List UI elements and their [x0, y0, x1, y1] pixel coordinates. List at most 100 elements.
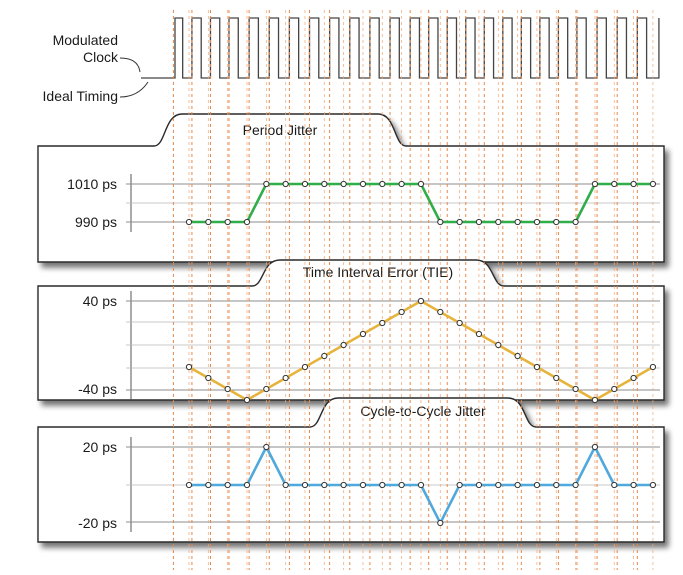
data-point — [591, 180, 599, 188]
data-point — [456, 319, 463, 327]
y-tick-label: -40 ps — [78, 381, 117, 397]
ideal-timing-label: Ideal Timing — [43, 88, 118, 104]
data-point — [456, 481, 463, 489]
y-tick-label: 990 ps — [75, 214, 117, 230]
data-point — [572, 385, 579, 393]
data-point — [553, 481, 560, 489]
data-point — [379, 319, 386, 327]
y-tick-label: -20 ps — [78, 515, 117, 531]
data-point — [340, 341, 347, 349]
data-point — [321, 352, 328, 360]
data-point — [379, 180, 386, 188]
data-point — [611, 180, 618, 188]
data-point — [514, 352, 521, 360]
data-point — [437, 308, 444, 316]
data-point — [243, 481, 251, 489]
data-point — [417, 481, 425, 489]
data-point — [572, 218, 579, 226]
data-point — [630, 374, 637, 382]
data-point — [340, 481, 347, 489]
data-point — [224, 385, 231, 393]
panel-frame — [37, 259, 665, 401]
data-point — [359, 330, 367, 338]
data-point — [553, 218, 560, 226]
data-point — [417, 180, 425, 188]
data-point — [379, 481, 386, 489]
data-point — [282, 374, 289, 382]
data-point — [495, 341, 502, 349]
data-point — [263, 443, 270, 451]
data-point — [533, 363, 541, 371]
clock-signal — [141, 17, 660, 79]
data-point — [417, 297, 425, 305]
panel-3: Cycle-to-Cycle Jitter 20 ps -20 ps — [37, 397, 665, 543]
panel-title: Period Jitter — [243, 122, 318, 138]
data-point — [533, 218, 541, 226]
data-point — [359, 180, 367, 188]
data-point — [243, 218, 251, 226]
y-tick-label: 20 ps — [83, 439, 117, 455]
modulated-clock-label-line1: Modulated — [53, 32, 118, 48]
modulated-clock-label-line2: Clock — [83, 49, 119, 65]
data-point — [649, 180, 657, 188]
data-point — [205, 481, 212, 489]
data-point — [630, 481, 637, 489]
data-point — [649, 481, 657, 489]
data-point — [630, 180, 637, 188]
data-point — [205, 374, 212, 382]
panel-2: Time Interval Error (TIE) 40 ps -40 ps — [37, 259, 665, 401]
y-tick-label: 1010 ps — [67, 176, 117, 192]
data-point — [301, 363, 309, 371]
data-point — [340, 180, 347, 188]
data-point — [398, 481, 405, 489]
data-point — [611, 385, 618, 393]
y-tick-label: 40 ps — [83, 293, 117, 309]
data-point — [553, 374, 560, 382]
data-point — [263, 180, 270, 188]
series-1 — [185, 180, 657, 226]
data-point — [282, 481, 289, 489]
data-point — [398, 180, 405, 188]
panel-1: Period Jitter 1010 ps 990 ps — [37, 113, 665, 263]
data-point — [475, 481, 483, 489]
data-point — [533, 481, 541, 489]
data-point — [224, 481, 231, 489]
data-point — [437, 218, 444, 226]
series-2 — [185, 297, 657, 404]
data-point — [224, 218, 231, 226]
data-point — [263, 385, 270, 393]
data-point — [321, 180, 328, 188]
panels-layer: Period Jitter 1010 ps 990 ps Time Interval … — [37, 113, 665, 543]
ideal-timing-pointer — [119, 81, 149, 98]
data-point — [572, 481, 579, 489]
data-point — [591, 396, 599, 404]
data-point — [398, 308, 405, 316]
modulated-clock-waveform — [141, 17, 660, 79]
data-point — [649, 363, 657, 371]
data-point — [205, 218, 212, 226]
data-point — [282, 180, 289, 188]
data-point — [611, 481, 618, 489]
series-3 — [185, 443, 657, 527]
data-point — [243, 396, 251, 404]
data-point — [185, 218, 193, 226]
data-point — [321, 481, 328, 489]
data-point — [475, 218, 483, 226]
data-point — [185, 363, 193, 371]
data-point — [514, 481, 521, 489]
data-point — [591, 443, 599, 451]
data-point — [475, 330, 483, 338]
data-point — [495, 481, 502, 489]
data-point — [301, 481, 309, 489]
data-point — [456, 218, 463, 226]
panel-title: Cycle-to-Cycle Jitter — [360, 403, 486, 419]
data-point — [495, 218, 502, 226]
data-point — [301, 180, 309, 188]
modulated-clock-pointer — [119, 57, 141, 73]
data-point — [514, 218, 521, 226]
panel-frame — [37, 113, 665, 263]
data-point — [359, 481, 367, 489]
data-point — [185, 481, 193, 489]
panel-title: Time Interval Error (TIE) — [303, 264, 453, 280]
